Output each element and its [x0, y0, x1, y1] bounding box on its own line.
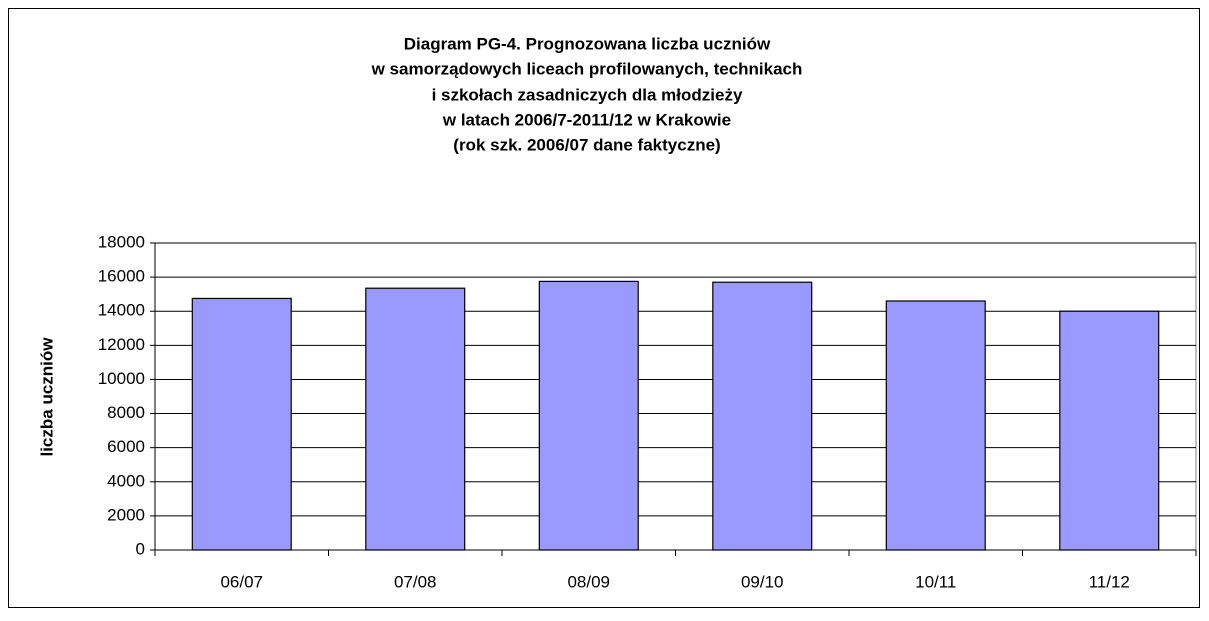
chart-title: w latach 2006/7-2011/12 w Krakowie: [442, 110, 731, 129]
y-tick-label: 12000: [98, 335, 145, 354]
y-tick-label: 2000: [107, 505, 145, 524]
bar: [1059, 310, 1160, 551]
x-tick-label: 09/10: [741, 572, 784, 591]
chart-title: w samorządowych liceach profilowanych, t…: [371, 59, 803, 78]
chart-title: i szkołach zasadniczych dla młodzieży: [432, 85, 743, 104]
y-tick-label: 8000: [107, 403, 145, 422]
x-tick-label: 11/12: [1089, 572, 1130, 591]
x-tick-label: 06/07: [220, 572, 263, 591]
y-tick-label: 14000: [98, 301, 145, 320]
y-tick-label: 4000: [107, 471, 145, 490]
y-tick-label: 16000: [98, 267, 145, 286]
y-axis-label: liczba uczniów: [37, 337, 56, 457]
chart-title: Diagram PG-4. Prognozowana liczba ucznió…: [404, 34, 771, 53]
x-tick-label: 10/11: [915, 572, 956, 591]
bar: [885, 300, 986, 551]
y-tick-label: 0: [136, 539, 145, 558]
bar: [712, 281, 813, 551]
x-tick-label: 08/09: [567, 572, 610, 591]
y-tick-label: 18000: [98, 232, 145, 251]
bar: [538, 280, 639, 551]
bar: [191, 297, 292, 551]
chart-title: (rok szk. 2006/07 dane faktyczne): [453, 135, 720, 154]
y-tick-label: 10000: [98, 369, 145, 388]
x-tick-label: 07/08: [394, 572, 437, 591]
bar: [365, 287, 466, 551]
y-tick-label: 6000: [107, 437, 145, 456]
